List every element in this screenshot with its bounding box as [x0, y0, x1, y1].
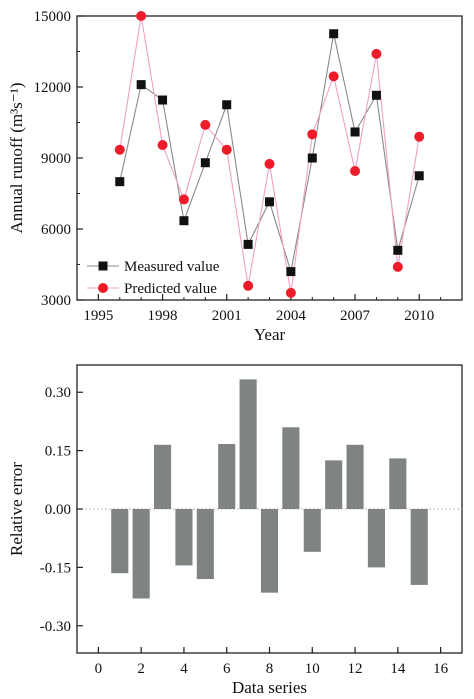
bar	[260, 509, 279, 593]
measured-point	[265, 197, 274, 207]
y-tick-label: 15000	[34, 9, 72, 25]
y-tick-label: 0.15	[45, 444, 71, 460]
bar	[367, 509, 385, 568]
measured-point	[179, 216, 189, 226]
predicted-point	[157, 139, 168, 150]
y-tick-label: 6000	[41, 222, 71, 238]
legend-label-measured: Measured value	[124, 259, 220, 275]
predicted-point	[221, 144, 232, 155]
x-tick-label: 2	[137, 661, 145, 677]
predicted-point	[371, 48, 382, 59]
bar	[325, 460, 343, 509]
x-tick-label: 6	[223, 661, 231, 677]
predicted-point	[264, 158, 275, 169]
bar	[346, 444, 364, 509]
y-axis-title: Annual runoff (m³s⁻¹)	[7, 82, 26, 233]
measured-point	[350, 127, 360, 137]
x-tick-label: 2007	[340, 308, 371, 324]
predicted-point	[243, 280, 254, 291]
measured-point	[243, 239, 253, 249]
y-tick-label: 0.00	[45, 502, 71, 518]
bar	[303, 509, 321, 552]
x-tick-label: 14	[390, 661, 406, 677]
y-tick-label: 3000	[41, 293, 71, 309]
x-axis-title: Year	[254, 325, 286, 344]
legend: Measured value Predicted value	[87, 259, 220, 297]
y-tick-label: -0.30	[40, 619, 71, 635]
predicted-point	[285, 287, 296, 298]
legend-marker-predicted	[98, 283, 108, 293]
x-tick-label: 2001	[212, 308, 242, 324]
x-axis-title: Data series	[232, 678, 307, 697]
predicted-point	[414, 131, 425, 142]
measured-point	[307, 153, 317, 163]
x-tick-label: 4	[180, 661, 188, 677]
y-tick-label: 12000	[34, 80, 72, 96]
bar	[111, 509, 129, 574]
predicted-point	[392, 261, 403, 272]
x-tick-label: 1998	[148, 308, 178, 324]
measured-point	[115, 177, 125, 187]
x-tick-label: 12	[348, 661, 363, 677]
bar	[196, 509, 214, 580]
x-tick-label: 10	[305, 661, 320, 677]
x-tick-label: 2004	[276, 308, 307, 324]
y-axis-title: Relative error	[7, 462, 26, 556]
measured-point	[371, 90, 381, 100]
measured-point	[393, 245, 403, 255]
predicted-point	[307, 129, 318, 140]
relative-error-bar-chart: 0 2 4 6 8 10 12 14 16 -0.30 -0.15 0.00 0.15 0.30 Data …	[7, 364, 463, 697]
x-tick-label: 8	[266, 661, 274, 677]
bar	[410, 509, 428, 585]
bar	[175, 509, 193, 566]
measured-point	[414, 171, 424, 181]
bar	[389, 458, 407, 509]
bar	[239, 379, 257, 509]
x-tick-label: 0	[95, 661, 103, 677]
predicted-point	[136, 11, 147, 21]
y-tick-label: 0.30	[45, 385, 71, 401]
measured-point	[329, 29, 339, 39]
predicted-point	[200, 119, 211, 130]
measured-point	[200, 158, 210, 168]
y-tick-label: -0.15	[40, 560, 71, 576]
bar	[218, 444, 236, 509]
bar	[154, 444, 172, 509]
predicted-point	[350, 166, 361, 177]
legend-marker-measured	[98, 261, 108, 271]
measured-point	[286, 267, 296, 277]
predicted-point	[328, 71, 339, 82]
x-tick-label: 2010	[404, 308, 434, 324]
bar	[132, 509, 150, 599]
y-tick-label: 9000	[41, 151, 71, 167]
runoff-line-chart: 1995 1998 2001 2004 2007 2010 3000 6000 9000 1200…	[7, 9, 463, 344]
legend-label-predicted: Predicted value	[124, 281, 217, 297]
predicted-point	[114, 144, 125, 155]
bar	[282, 427, 300, 509]
series-line-measured	[119, 33, 420, 272]
predicted-point	[178, 194, 189, 205]
measured-point	[222, 100, 232, 110]
x-tick-label: 1995	[83, 308, 113, 324]
measured-point	[136, 80, 146, 90]
measured-point	[158, 95, 168, 105]
x-tick-label: 16	[433, 661, 449, 677]
